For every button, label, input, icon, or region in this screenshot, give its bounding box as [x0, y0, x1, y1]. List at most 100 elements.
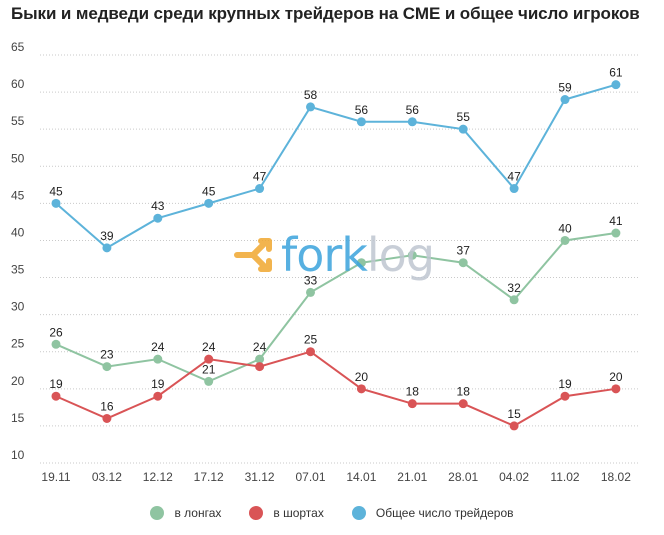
- data-label: 55: [457, 110, 471, 124]
- data-point: [560, 391, 570, 401]
- data-label: 24: [202, 340, 216, 354]
- data-label: 33: [304, 273, 318, 287]
- data-point: [407, 399, 417, 409]
- legend-item-total[interactable]: Общее число трейдеров: [351, 506, 514, 520]
- x-tick-label: 19.11: [41, 470, 70, 484]
- y-tick-label: 65: [11, 40, 25, 54]
- legend-swatch-total: [351, 506, 366, 520]
- y-tick-label: 60: [11, 77, 25, 91]
- data-point: [611, 80, 621, 90]
- data-point: [153, 354, 163, 364]
- data-label: 59: [558, 81, 572, 95]
- data-point: [611, 228, 621, 238]
- data-point: [560, 235, 570, 245]
- data-point: [611, 384, 621, 394]
- data-point: [51, 391, 61, 401]
- legend-swatch-long: [150, 506, 165, 520]
- data-point: [356, 258, 366, 268]
- data-point: [204, 198, 214, 208]
- x-tick-label: 04.02: [499, 470, 529, 484]
- chart-legend: в лонгах в шортах Общее число трейдеров: [0, 506, 664, 520]
- series-line: [55, 232, 617, 383]
- data-label: 24: [253, 340, 267, 354]
- data-label: 32: [507, 281, 521, 295]
- data-label: 56: [355, 103, 369, 117]
- x-tick-label: 17.12: [194, 470, 224, 484]
- y-tick-label: 40: [11, 225, 25, 239]
- x-tick-label: 18.02: [601, 470, 631, 484]
- chart-title: Быки и медведи среди крупных трейдеров н…: [11, 4, 640, 23]
- data-point: [407, 117, 417, 127]
- data-point: [560, 95, 570, 105]
- y-tick-label: 15: [11, 411, 25, 425]
- forklog-logo-icon: [234, 238, 272, 272]
- x-tick-label: 07.01: [295, 470, 325, 484]
- data-label: 26: [49, 325, 63, 339]
- watermark-part2: log: [366, 228, 435, 282]
- y-tick-label: 30: [11, 300, 25, 314]
- data-label: 39: [100, 229, 114, 243]
- y-tick-label: 10: [11, 448, 25, 462]
- data-label: 45: [202, 184, 216, 198]
- data-label: 15: [507, 407, 521, 421]
- x-tick-label: 12.12: [143, 470, 173, 484]
- data-label: 16: [100, 399, 114, 413]
- x-tick-label: 03.12: [92, 470, 122, 484]
- x-tick-label: 21.01: [397, 470, 427, 484]
- data-point: [51, 339, 61, 349]
- data-point: [102, 243, 112, 253]
- data-point: [306, 102, 315, 112]
- data-label: 20: [609, 370, 623, 384]
- data-point: [51, 198, 61, 208]
- y-tick-label: 20: [11, 374, 25, 388]
- data-point: [102, 413, 112, 423]
- data-point: [153, 391, 163, 401]
- y-tick-label: 50: [11, 151, 25, 165]
- data-label: 25: [304, 333, 318, 347]
- data-label: 43: [151, 199, 165, 213]
- data-label: 37: [457, 244, 471, 258]
- data-label: 24: [151, 340, 165, 354]
- data-point: [458, 399, 468, 409]
- data-point: [458, 124, 468, 134]
- data-point: [306, 287, 315, 297]
- x-tick-label: 31.12: [245, 470, 275, 484]
- data-label: 61: [609, 66, 623, 80]
- data-point: [102, 362, 112, 372]
- forklog-watermark: fork log: [233, 228, 435, 282]
- data-point: [509, 295, 519, 305]
- data-label: 40: [558, 221, 572, 235]
- data-label: 19: [151, 377, 165, 391]
- data-point: [153, 213, 163, 223]
- data-point: [356, 117, 366, 127]
- x-tick-label: 14.01: [346, 470, 376, 484]
- data-label: 45: [49, 184, 63, 198]
- data-point: [255, 184, 265, 194]
- data-point: [204, 376, 214, 386]
- y-tick-label: 55: [11, 114, 25, 128]
- data-label: 18: [457, 385, 471, 399]
- data-point: [306, 347, 315, 357]
- data-label: 58: [304, 88, 318, 102]
- legend-item-short[interactable]: в шортах: [249, 506, 324, 520]
- legend-item-long[interactable]: в лонгах: [150, 506, 221, 520]
- data-label: 23: [100, 348, 114, 362]
- legend-label-short: в шортах: [273, 506, 324, 520]
- legend-label-total: Общее число трейдеров: [375, 506, 514, 520]
- data-point: [255, 354, 265, 364]
- data-label: 19: [558, 377, 572, 391]
- y-tick-label: 45: [11, 188, 25, 202]
- series-line: [55, 83, 617, 250]
- y-tick-label: 35: [11, 263, 25, 277]
- data-label: 41: [609, 214, 623, 228]
- data-point: [255, 362, 265, 372]
- data-point: [458, 258, 468, 268]
- x-tick-label: 11.02: [550, 470, 579, 484]
- data-point: [204, 354, 214, 364]
- data-label: 18: [406, 385, 420, 399]
- data-label: 47: [507, 170, 521, 184]
- line-chart: 10 15 20 25 30 35 40 45 50 55 60 65 19.11 03.12 12.12 1…: [11, 40, 638, 484]
- data-point: [509, 421, 519, 431]
- data-label: 19: [49, 377, 63, 391]
- legend-swatch-short: [249, 506, 264, 520]
